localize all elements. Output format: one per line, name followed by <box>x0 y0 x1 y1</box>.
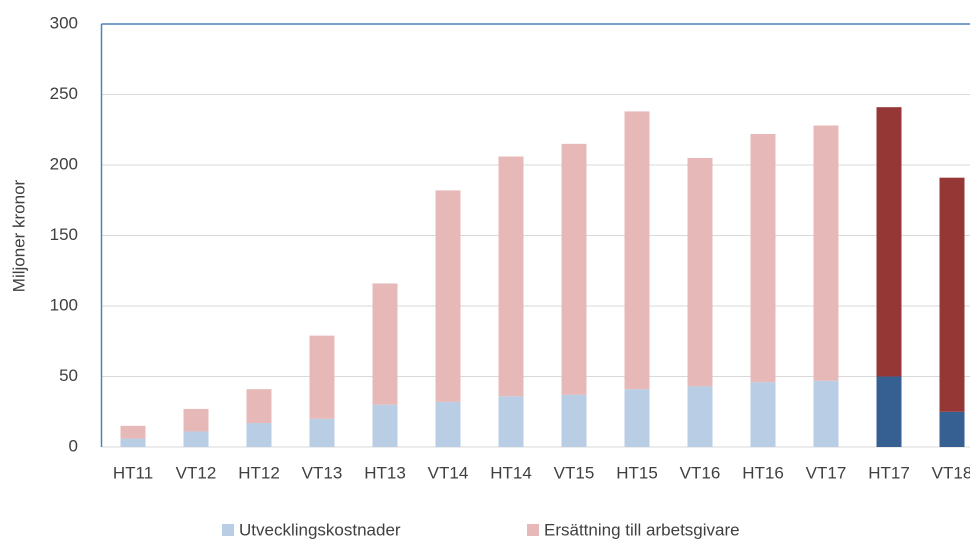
y-tick-label: 200 <box>50 154 78 173</box>
bar-segment <box>561 143 587 395</box>
bar-segment <box>624 111 650 390</box>
legend-swatch <box>527 524 539 536</box>
x-tick-label: HT14 <box>490 463 532 482</box>
bar-segment <box>309 335 335 419</box>
y-axis-label: Miljoner kronor <box>9 179 28 292</box>
x-tick-label: VT13 <box>302 463 343 482</box>
bar-segment <box>498 156 524 397</box>
y-tick-label: 50 <box>59 366 78 385</box>
bar-segment <box>183 408 209 432</box>
bar-segment <box>939 177 965 412</box>
bar-segment <box>939 411 965 447</box>
x-tick-label: HT15 <box>616 463 658 482</box>
bar-segment <box>372 404 398 447</box>
bar-segment <box>498 396 524 447</box>
x-tick-label: VT14 <box>428 463 469 482</box>
bar-segment <box>876 107 902 377</box>
bar-segment <box>309 418 335 447</box>
x-tick-label: HT12 <box>238 463 280 482</box>
legend-label: Ersättning till arbetsgivare <box>544 520 740 539</box>
bar-segment <box>372 283 398 405</box>
bar-segment <box>813 380 839 447</box>
bar-segment <box>120 425 146 439</box>
x-tick-label: HT13 <box>364 463 406 482</box>
bar-segment <box>246 423 272 447</box>
y-tick-label: 100 <box>50 295 78 314</box>
bar-segment <box>561 394 587 447</box>
bar-segment <box>813 125 839 381</box>
y-tick-label: 250 <box>50 84 78 103</box>
bar-segment <box>687 386 713 447</box>
x-tick-label: HT16 <box>742 463 784 482</box>
bar-segment <box>435 190 461 402</box>
x-tick-label: VT18 <box>932 463 970 482</box>
bar-segment <box>183 431 209 447</box>
x-tick-label: VT12 <box>176 463 217 482</box>
x-tick-label: HT17 <box>868 463 910 482</box>
bar-segment <box>750 133 776 383</box>
bar-segment <box>120 438 146 447</box>
bar-segment <box>435 401 461 447</box>
y-tick-label: 0 <box>69 436 78 455</box>
bar-segment <box>876 376 902 447</box>
y-tick-label: 300 <box>50 13 78 32</box>
x-tick-label: VT17 <box>806 463 847 482</box>
bar-segment <box>624 389 650 447</box>
y-tick-label: 150 <box>50 225 78 244</box>
legend-swatch <box>222 524 234 536</box>
bar-segment <box>246 389 272 424</box>
bar-segment <box>687 157 713 387</box>
x-tick-label: HT11 <box>113 463 153 482</box>
x-tick-label: VT15 <box>554 463 595 482</box>
bar-segment <box>750 382 776 447</box>
legend-label: Utvecklingskostnader <box>239 520 401 539</box>
x-tick-label: VT16 <box>680 463 721 482</box>
